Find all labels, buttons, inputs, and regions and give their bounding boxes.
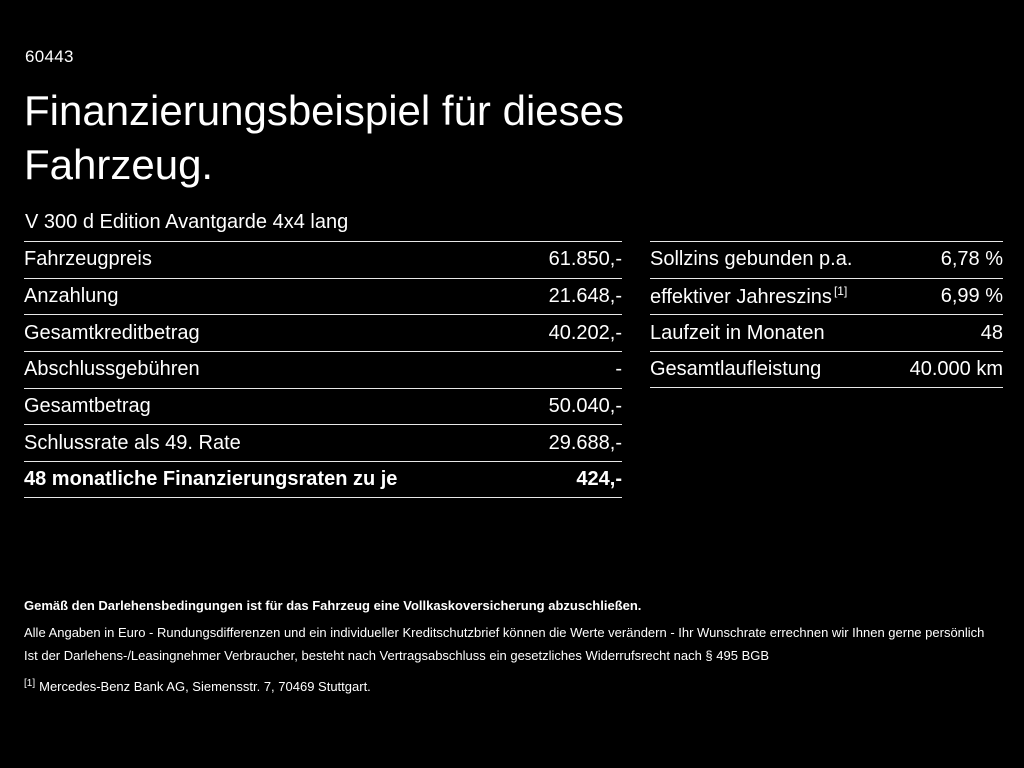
footnote-marker: [1]: [24, 678, 36, 689]
table-row-monthly-rate: 48 monatliche Finanzierungsraten zu je 4…: [24, 461, 622, 498]
row-value: 48: [980, 321, 1003, 344]
table-row: Gesamtkreditbetrag 40.202,-: [24, 314, 622, 351]
table-row: Abschlussgebühren -: [24, 351, 622, 388]
financing-table-left: Fahrzeugpreis 61.850,- Anzahlung 21.648,…: [24, 241, 622, 498]
row-value: 40.202,-: [548, 321, 622, 344]
row-value: 6,99 %: [940, 285, 1003, 308]
row-label: Gesamtlaufleistung: [650, 357, 822, 380]
row-label: Anzahlung: [24, 285, 119, 308]
disclaimer-line-1: Alle Angaben in Euro - Rundungsdifferenz…: [24, 625, 985, 640]
row-label: Schlussrate als 49. Rate: [24, 431, 241, 454]
table-row: Gesamtbetrag 50.040,-: [24, 387, 622, 425]
table-row: effektiver Jahreszins [1] 6,99 %: [650, 277, 1003, 315]
insurance-note: Gemäß den Darlehensbedingungen ist für d…: [24, 598, 642, 613]
row-value: 40.000 km: [909, 357, 1003, 380]
financing-table-right: Sollzins gebunden p.a. 6,78 % effektiver…: [650, 241, 1003, 388]
row-label: Gesamtbetrag: [24, 395, 151, 418]
row-value: 6,78 %: [940, 248, 1003, 271]
legal-footer: Gemäß den Darlehensbedingungen ist für d…: [24, 594, 1004, 698]
footnote: [1] Mercedes-Benz Bank AG, Siemensstr. 7,…: [24, 672, 1004, 698]
page-code: 60443: [25, 47, 74, 66]
footnote-text: Mercedes-Benz Bank AG, Siemensstr. 7, 70…: [39, 679, 371, 694]
row-value: 29.688,-: [548, 431, 622, 454]
row-label: Laufzeit in Monaten: [650, 321, 825, 344]
row-label: Sollzins gebunden p.a.: [650, 248, 853, 271]
footnote-reference: [1]: [833, 284, 848, 299]
row-value: 50.040,-: [548, 395, 622, 418]
table-row: Gesamtlaufleistung 40.000 km: [650, 351, 1003, 388]
row-label: Abschlussgebühren: [24, 358, 200, 381]
row-label-text: effektiver Jahreszins: [650, 286, 832, 309]
row-label: Fahrzeugpreis: [24, 248, 152, 271]
table-row: Schlussrate als 49. Rate 29.688,-: [24, 424, 622, 461]
page-title: Finanzierungsbeispiel für dieses Fahrzeu…: [24, 87, 624, 188]
table-row: Laufzeit in Monaten 48: [650, 314, 1003, 351]
vehicle-name: V 300 d Edition Avantgarde 4x4 lang: [25, 211, 349, 233]
row-label: effektiver Jahreszins [1]: [650, 284, 847, 309]
row-label: Gesamtkreditbetrag: [24, 321, 200, 344]
disclaimer-line-2: Ist der Darlehens-/Leasingnehmer Verbrau…: [24, 648, 770, 663]
table-row: Sollzins gebunden p.a. 6,78 %: [650, 241, 1003, 278]
row-value: 424,-: [576, 467, 622, 490]
table-row: Anzahlung 21.648,-: [24, 277, 622, 315]
table-row: Fahrzeugpreis 61.850,-: [24, 241, 622, 278]
row-value: 61.850,-: [548, 248, 622, 271]
row-label: 48 monatliche Finanzierungsraten zu je: [24, 467, 398, 490]
row-value: -: [615, 358, 622, 381]
row-value: 21.648,-: [548, 285, 622, 308]
